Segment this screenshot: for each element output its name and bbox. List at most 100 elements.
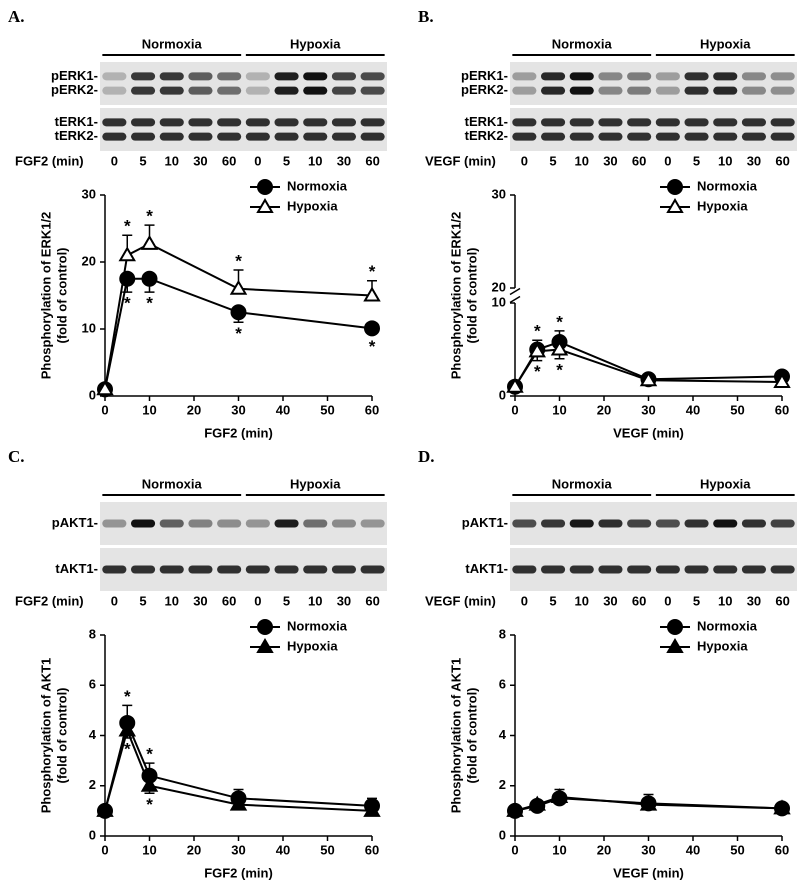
y-tick-label: 0 [499, 827, 506, 842]
y-tick-label: 30 [492, 186, 506, 201]
lane-label: 0 [664, 153, 671, 168]
marker [364, 320, 380, 337]
band [360, 86, 385, 95]
lane-label: 5 [283, 153, 290, 168]
panel-label: B. [418, 7, 434, 26]
band [540, 565, 566, 574]
blot [100, 62, 387, 105]
band [159, 86, 184, 95]
x-tick-label: 30 [641, 402, 655, 417]
band [540, 132, 566, 141]
group-label: Hypoxia [700, 36, 751, 51]
legend-label: Hypoxia [697, 198, 748, 213]
band [274, 118, 299, 127]
x-tick-label: 60 [775, 402, 789, 417]
band [159, 565, 184, 574]
marker [506, 377, 524, 393]
band [569, 86, 594, 95]
band [217, 72, 242, 81]
marker [230, 304, 247, 321]
band [627, 72, 652, 81]
blot-row-label: pERK2- [51, 82, 98, 97]
group-label: Normoxia [552, 36, 613, 51]
axis-break [509, 287, 521, 296]
marker [550, 788, 569, 804]
band [245, 118, 270, 127]
marker [363, 801, 381, 817]
marker [229, 279, 248, 295]
legend-label: Hypoxia [287, 638, 338, 653]
legend-label: Hypoxia [287, 198, 338, 213]
band [598, 519, 623, 528]
marker [773, 373, 791, 389]
significance: * [235, 252, 242, 271]
band [569, 565, 594, 574]
band [627, 519, 652, 528]
significance: * [146, 795, 153, 814]
band [274, 72, 299, 81]
band [655, 72, 680, 81]
panel-label: C. [8, 447, 25, 466]
y-tick-label: 8 [89, 626, 96, 641]
lane-label: 0 [664, 593, 671, 608]
x-tick-label: 20 [597, 402, 611, 417]
band [512, 519, 537, 528]
y-tick-label: 6 [499, 677, 506, 692]
marker [257, 619, 273, 635]
x-tick-label: 40 [686, 842, 700, 857]
band [102, 132, 127, 141]
marker [667, 619, 683, 635]
band [360, 72, 385, 81]
x-tick-label: 10 [142, 842, 156, 857]
band [102, 565, 127, 574]
significance: * [124, 739, 131, 758]
band [360, 132, 385, 141]
band [512, 565, 537, 574]
x-tick-label: 60 [365, 842, 379, 857]
band [713, 72, 738, 81]
band [102, 86, 127, 95]
marker [666, 638, 684, 653]
band [130, 519, 156, 528]
band [598, 118, 623, 127]
legend-label: Normoxia [287, 618, 348, 633]
band [684, 565, 709, 574]
band [627, 118, 652, 127]
marker [140, 234, 159, 250]
band [188, 86, 213, 95]
band [159, 72, 184, 81]
y-tick-label: 30 [82, 186, 96, 201]
y-tick-label: 10 [492, 294, 506, 309]
marker [773, 799, 791, 815]
y-tick-label: 0 [89, 387, 96, 402]
band [569, 519, 594, 528]
marker [666, 198, 684, 213]
band [331, 519, 357, 528]
lane-label: 10 [718, 153, 732, 168]
x-tick-label: 10 [552, 842, 566, 857]
y-axis-label: (fold of control) [464, 247, 479, 343]
x-axis-label: FGF2 (min) [204, 425, 273, 440]
marker [528, 795, 546, 811]
marker [256, 198, 274, 213]
x-axis-label: VEGF (min) [613, 425, 684, 440]
x-tick-label: 30 [641, 842, 655, 857]
x-tick-label: 20 [187, 402, 201, 417]
band [217, 86, 242, 95]
band [655, 132, 680, 141]
band [684, 118, 709, 127]
band [627, 86, 652, 95]
marker [229, 795, 248, 811]
band [188, 519, 213, 528]
x-tick-label: 50 [730, 402, 744, 417]
lane-label: 5 [139, 593, 146, 608]
band [130, 86, 156, 95]
blot-row-label: pERK1- [51, 68, 98, 83]
significance: * [369, 262, 376, 281]
band [303, 118, 328, 127]
band [713, 132, 738, 141]
lane-label: 10 [575, 593, 589, 608]
x-tick-label: 40 [276, 402, 290, 417]
lane-label: 30 [603, 593, 617, 608]
lane-label: 5 [693, 593, 700, 608]
